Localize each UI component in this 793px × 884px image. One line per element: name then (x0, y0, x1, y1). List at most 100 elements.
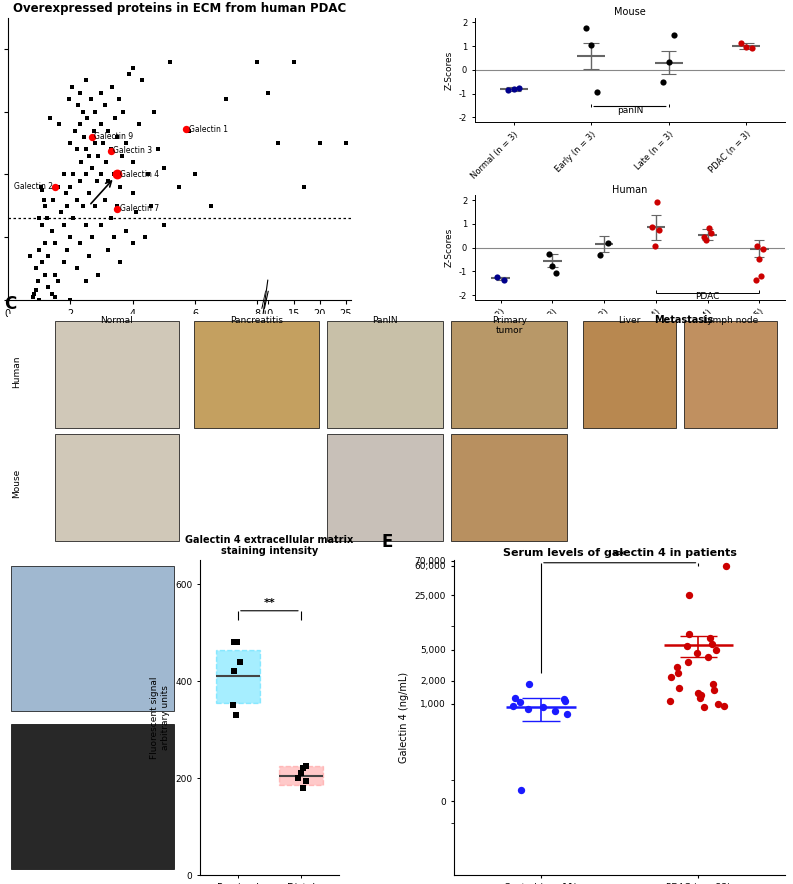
Point (48, 179, 61, 194)
Bar (684, 321, 777, 428)
Y-axis label: Fluorescent signal
arbitrary units: Fluorescent signal arbitrary units (151, 676, 170, 758)
Point (749, 273, 762, 287)
Point (58, 255, 71, 270)
Text: Galectin 4: Galectin 4 (120, 170, 159, 179)
Point (82, 149, 95, 163)
Point (751, 239, 764, 253)
Point (189, 167, 201, 181)
Point (683, 589, 695, 603)
Point (64, 293, 77, 307)
Point (44, 110, 56, 125)
Bar (194, 321, 319, 428)
Point (79, 142, 92, 156)
Point (39, 268, 52, 282)
Point (502, 83, 515, 97)
Point (297, 761, 309, 775)
Point (126, 187, 139, 201)
Point (36, 183, 48, 197)
Point (700, 232, 713, 247)
Point (508, 82, 520, 96)
Point (70, 142, 82, 156)
Point (45, 224, 58, 238)
Point (707, 677, 720, 691)
Point (33, 293, 45, 307)
Point (139, 230, 151, 244)
Point (40, 211, 53, 225)
Point (228, 665, 240, 679)
Text: Human: Human (12, 355, 21, 388)
Point (109, 110, 122, 125)
Text: Normal: Normal (101, 316, 133, 325)
Point (123, 67, 136, 81)
Point (648, 239, 661, 253)
Point (558, 694, 571, 708)
Point (61, 199, 74, 213)
Point (95, 86, 108, 100)
Title: Serum levels of galectin 4 in patients: Serum levels of galectin 4 in patients (503, 548, 737, 558)
Point (87, 124, 100, 138)
Point (71, 98, 84, 112)
Point (498, 272, 511, 286)
Point (73, 236, 86, 250)
Point (39, 236, 52, 250)
Point (542, 248, 555, 262)
Point (691, 646, 703, 660)
Point (84, 92, 97, 106)
Point (106, 80, 119, 94)
Point (712, 697, 725, 711)
Y-axis label: Z-Scores: Z-Scores (444, 50, 454, 89)
Point (126, 155, 139, 169)
Point (75, 155, 87, 169)
Point (734, 36, 747, 50)
Point (58, 217, 71, 232)
Point (113, 179, 126, 194)
Point (227, 698, 239, 713)
Point (76, 104, 89, 118)
Point (52, 179, 64, 194)
Point (163, 55, 176, 69)
Point (698, 700, 711, 714)
Point (100, 155, 113, 169)
Point (705, 225, 718, 240)
Point (95, 167, 108, 181)
Point (89, 199, 102, 213)
Point (657, 75, 669, 89)
Point (48, 290, 61, 304)
Point (67, 211, 80, 225)
Title: Overexpressed proteins in ECM from human PDAC: Overexpressed proteins in ECM from human… (13, 2, 346, 15)
Text: **: ** (613, 550, 626, 562)
Point (95, 217, 108, 232)
Point (105, 143, 117, 157)
Point (47, 193, 59, 207)
Point (705, 636, 718, 651)
Point (78, 130, 90, 144)
Text: Liver: Liver (619, 316, 641, 325)
Point (757, 242, 769, 256)
Point (29, 262, 42, 276)
Point (703, 631, 716, 645)
Point (102, 124, 114, 138)
Point (28, 286, 40, 301)
Point (550, 266, 562, 280)
Point (590, 86, 603, 100)
Point (63, 92, 75, 106)
Point (42, 280, 55, 294)
Point (521, 702, 534, 716)
Text: Galectin 2: Galectin 2 (14, 182, 53, 192)
Point (287, 55, 300, 69)
Point (117, 104, 129, 118)
Point (92, 268, 105, 282)
Point (98, 98, 111, 112)
Point (126, 236, 139, 250)
Point (755, 269, 768, 283)
Point (561, 706, 573, 720)
Bar (279, 766, 323, 785)
Point (664, 694, 676, 708)
Point (48, 236, 61, 250)
Text: PanIN: PanIN (372, 316, 397, 325)
Point (707, 683, 720, 697)
Point (76, 199, 89, 213)
Bar (55, 434, 179, 541)
Point (42, 249, 55, 263)
Point (548, 704, 561, 718)
